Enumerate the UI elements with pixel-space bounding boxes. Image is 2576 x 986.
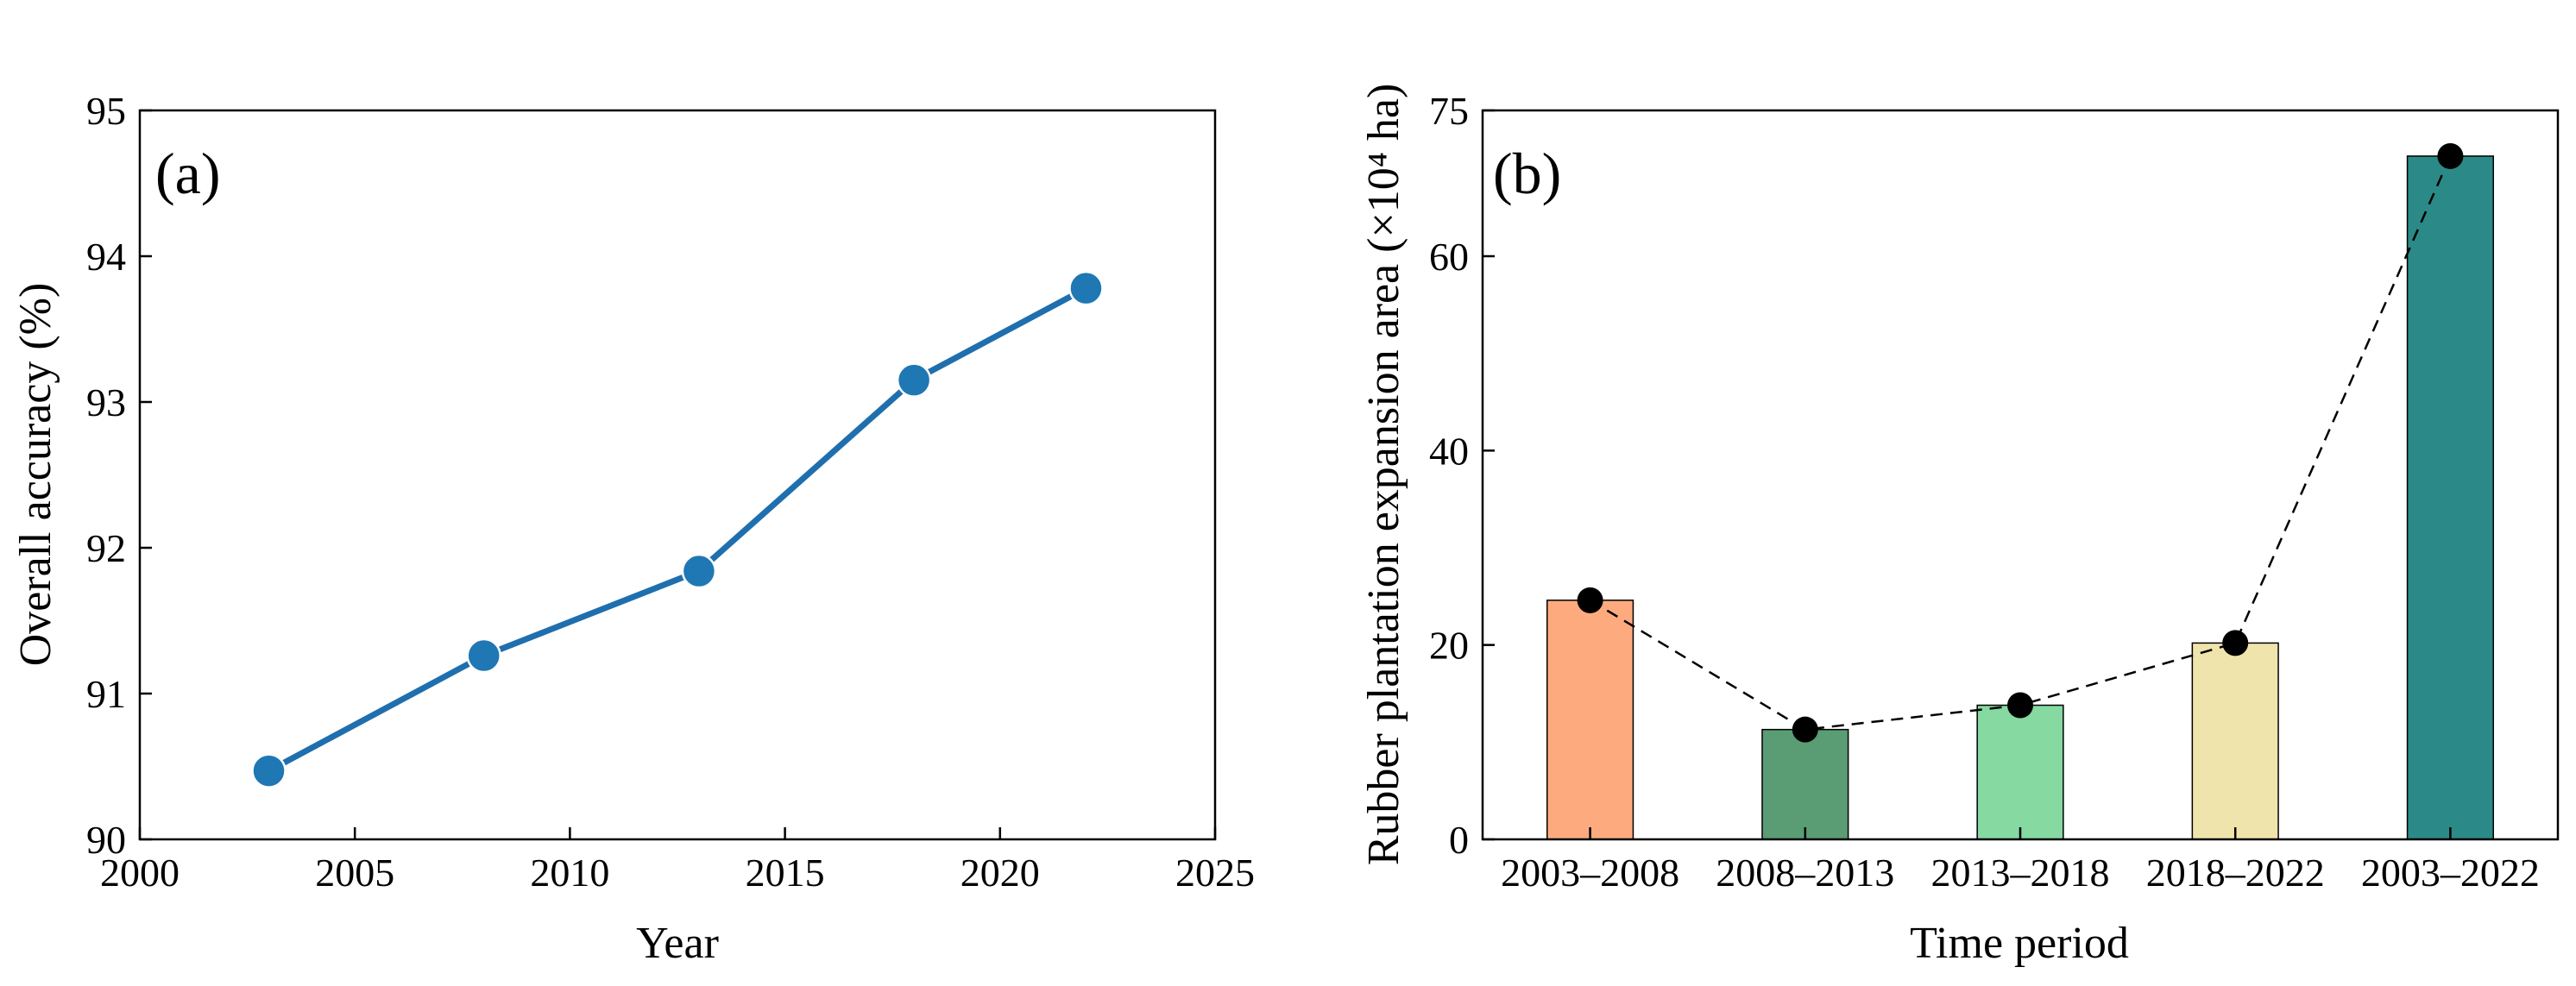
chart-a-data-point — [681, 553, 717, 589]
chart-b-trend-point — [1577, 587, 1603, 613]
chart-a-data-point — [466, 637, 501, 674]
chart-b-bar — [1546, 600, 1634, 840]
chart-a-y-tick-label: 92 — [86, 526, 126, 570]
chart-b-x-tick-label: 2018–2022 — [2146, 851, 2325, 895]
chart-b-x-axis-title: Time period — [1910, 919, 2129, 968]
chart-b-y-tick-label: 20 — [1429, 624, 1469, 668]
chart-a-series-line — [267, 286, 1088, 774]
chart-a-y-tick-label: 91 — [86, 672, 126, 716]
chart-b-trend-point — [1792, 716, 1818, 743]
chart-a-data-point — [251, 753, 287, 788]
chart-b-y-tick-label: 60 — [1429, 235, 1469, 279]
chart-a-data-point — [1068, 270, 1104, 306]
chart-a-y-axis-title: Overall accuracy (%) — [11, 283, 60, 667]
chart-b-y-tick-label: 40 — [1429, 429, 1469, 473]
chart-a-x-tick-label: 2020 — [960, 851, 1040, 895]
chart-b-panel-label: (b) — [1493, 141, 1561, 206]
chart-b-bar: 0 20 40 60 75 2003–2008 2008–2013 2013–2018 2018… — [1359, 84, 2560, 968]
chart-b-bar — [1761, 728, 1849, 840]
chart-b-x-tick-label: 2013–2018 — [1931, 851, 2110, 895]
chart-a-x-tick-label: 2025 — [1175, 851, 1255, 895]
chart-b-plot-frame — [1481, 109, 2560, 841]
chart-b-trend-point — [2437, 142, 2464, 169]
chart-b-x-tick-label: 2008–2013 — [1716, 851, 1894, 895]
chart-a-line: (a) 2000 2005 2010 2015 2020 2025 90 91 92 93 94 95… — [11, 89, 1255, 968]
chart-a-y-tick-label: 94 — [86, 235, 126, 279]
chart-a-plot-frame — [138, 109, 1217, 841]
chart-b-trend-line — [1589, 155, 2452, 731]
chart-b-trend-point — [2222, 630, 2249, 656]
chart-a-x-tick-label: 2010 — [530, 851, 609, 895]
chart-b-y-tick-label: 75 — [1429, 89, 1469, 133]
chart-a-x-tick-label: 2005 — [315, 851, 394, 895]
chart-a-y-tick-label: 93 — [86, 380, 126, 424]
chart-b-y-tick-label: 0 — [1449, 818, 1469, 862]
chart-b-bar — [2406, 155, 2494, 840]
chart-b-x-tick-label: 2003–2022 — [2361, 851, 2540, 895]
chart-a-x-axis-title: Year — [636, 919, 719, 968]
chart-b-trend-point — [2007, 692, 2033, 719]
chart-a-data-point — [896, 362, 932, 398]
chart-a-panel-label: (a) — [155, 141, 220, 206]
chart-a-x-tick-label: 2015 — [746, 851, 825, 895]
chart-b-y-axis-title: Rubber plantation expansion area (×10⁴ h… — [1359, 84, 1408, 866]
chart-b-bar — [2191, 642, 2279, 840]
chart-a-y-tick-label: 95 — [86, 89, 126, 133]
chart-b-bar — [1976, 704, 2064, 840]
chart-a-y-tick-label: 90 — [86, 818, 126, 862]
chart-b-x-tick-label: 2003–2008 — [1501, 851, 1679, 895]
chart-a-x-tick-label: 2000 — [100, 851, 180, 895]
